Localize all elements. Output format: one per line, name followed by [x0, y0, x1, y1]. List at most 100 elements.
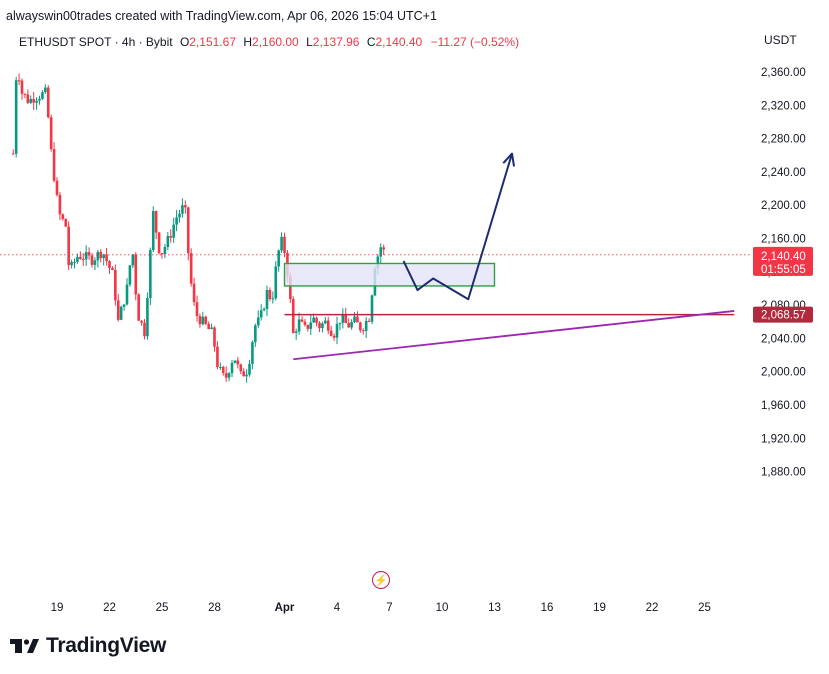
trend-line [293, 310, 735, 361]
candle-body [347, 323, 350, 328]
candle-body [125, 284, 129, 305]
candle-body [93, 260, 97, 265]
candle-body [26, 94, 30, 103]
candle-body [181, 205, 184, 214]
candle-body [280, 236, 283, 251]
candle-body [70, 262, 73, 266]
candle-body [111, 268, 114, 270]
candle-body [61, 214, 65, 220]
price-tick-label: 1,960.00 [761, 400, 806, 412]
tradingview-logo: TradingView [10, 634, 166, 658]
candle-body [207, 323, 210, 330]
chart-credit: alwayswin00trades created with TradingVi… [6, 9, 437, 23]
candle-body [52, 149, 56, 181]
candle-body [64, 219, 68, 227]
candle-body [300, 319, 304, 322]
candle-body [309, 322, 313, 329]
candle-body [216, 346, 219, 367]
candle-body [204, 316, 208, 324]
candle-countdown: 01:55:05 [761, 264, 806, 276]
candle-body [58, 194, 62, 215]
candle-body [160, 253, 164, 255]
candle-body [379, 247, 383, 257]
last-price-tag-value: 2,140.40 [761, 251, 806, 263]
high-label: H [243, 35, 253, 49]
candle-body [116, 300, 120, 320]
time-tick-label: 13 [488, 602, 501, 614]
candle-body [210, 327, 213, 330]
open-label: O [179, 35, 190, 49]
candle-body [350, 321, 353, 328]
candle-body [274, 266, 278, 299]
candle-body [271, 298, 275, 300]
tradingview-wordmark: TradingView [46, 634, 167, 657]
last-price-tag [753, 246, 813, 276]
candle-body [268, 290, 272, 299]
candle-body [11, 153, 15, 155]
candle-body [184, 205, 187, 208]
price-tick-label: 2,160.00 [761, 234, 806, 246]
candle-body [338, 322, 342, 324]
candle-body [294, 331, 298, 333]
candle-body [172, 224, 175, 238]
candle-body [315, 317, 318, 323]
projection-path [402, 153, 513, 301]
candle-body [230, 362, 234, 374]
candle-body [306, 324, 310, 329]
candle-body [367, 320, 371, 322]
candle-body [192, 283, 196, 303]
price-tick-label: 2,240.00 [761, 167, 806, 179]
candle-body [38, 98, 41, 101]
candle-body [221, 366, 225, 374]
candle-body [359, 322, 362, 331]
time-tick-label: 22 [646, 602, 659, 614]
candle-body [291, 299, 295, 333]
time-tick-label: 19 [51, 602, 64, 614]
candle-body [32, 99, 35, 103]
candle-body [227, 373, 231, 378]
change-value: −11.27 (−0.52%) [430, 35, 520, 49]
candle-body [259, 310, 263, 318]
lightning-icon[interactable]: ⚡ [372, 571, 390, 589]
time-axis[interactable]: 19 22 25 28 Apr 4 7 10 13 16 19 22 25 [51, 602, 711, 614]
candle-body [163, 246, 167, 255]
symbol-label[interactable]: ETHUSDT SPOT · 4h · Bybit [19, 35, 173, 49]
candle-body [303, 321, 307, 325]
time-tick-label: 4 [334, 602, 341, 614]
candle-body [224, 373, 228, 378]
time-tick-label: Apr [275, 602, 295, 614]
price-axis-unit[interactable]: USDT [764, 33, 797, 47]
candle-body [332, 335, 336, 338]
candle-body [201, 316, 205, 325]
time-tick-label: 22 [103, 602, 116, 614]
price-axis[interactable]: 2,360.00 2,320.00 2,280.00 2,240.00 2,200.00… [761, 67, 806, 479]
price-tick-label: 2,320.00 [761, 100, 806, 112]
candle-body [137, 294, 140, 321]
candle-body [361, 330, 365, 332]
candle-body [376, 256, 380, 269]
candle-body [198, 316, 202, 325]
candle-body [248, 363, 251, 375]
candle-body [245, 374, 248, 377]
candle-body [119, 306, 123, 320]
candle-body [324, 320, 327, 324]
price-tick-label: 1,880.00 [761, 467, 806, 479]
candle-body [318, 322, 321, 329]
high-value: 2,160.00 [252, 35, 299, 49]
candle-body [382, 247, 385, 250]
time-tick-label: 19 [593, 602, 606, 614]
candles-layer [11, 73, 385, 383]
candle-body [265, 290, 269, 309]
candle-body [108, 261, 111, 269]
drawings-layer [0, 152, 752, 361]
time-tick-label: 28 [208, 602, 221, 614]
close-value: 2,140.40 [375, 35, 423, 49]
candle-body [44, 87, 47, 93]
candle-body [344, 314, 348, 324]
time-tick-label: 25 [156, 602, 169, 614]
symbol-legend: ETHUSDT SPOT · 4h · Bybit O2,151.67 H2,1… [19, 35, 519, 49]
time-tick-label: 25 [698, 602, 711, 614]
level-price-tag [753, 306, 813, 323]
